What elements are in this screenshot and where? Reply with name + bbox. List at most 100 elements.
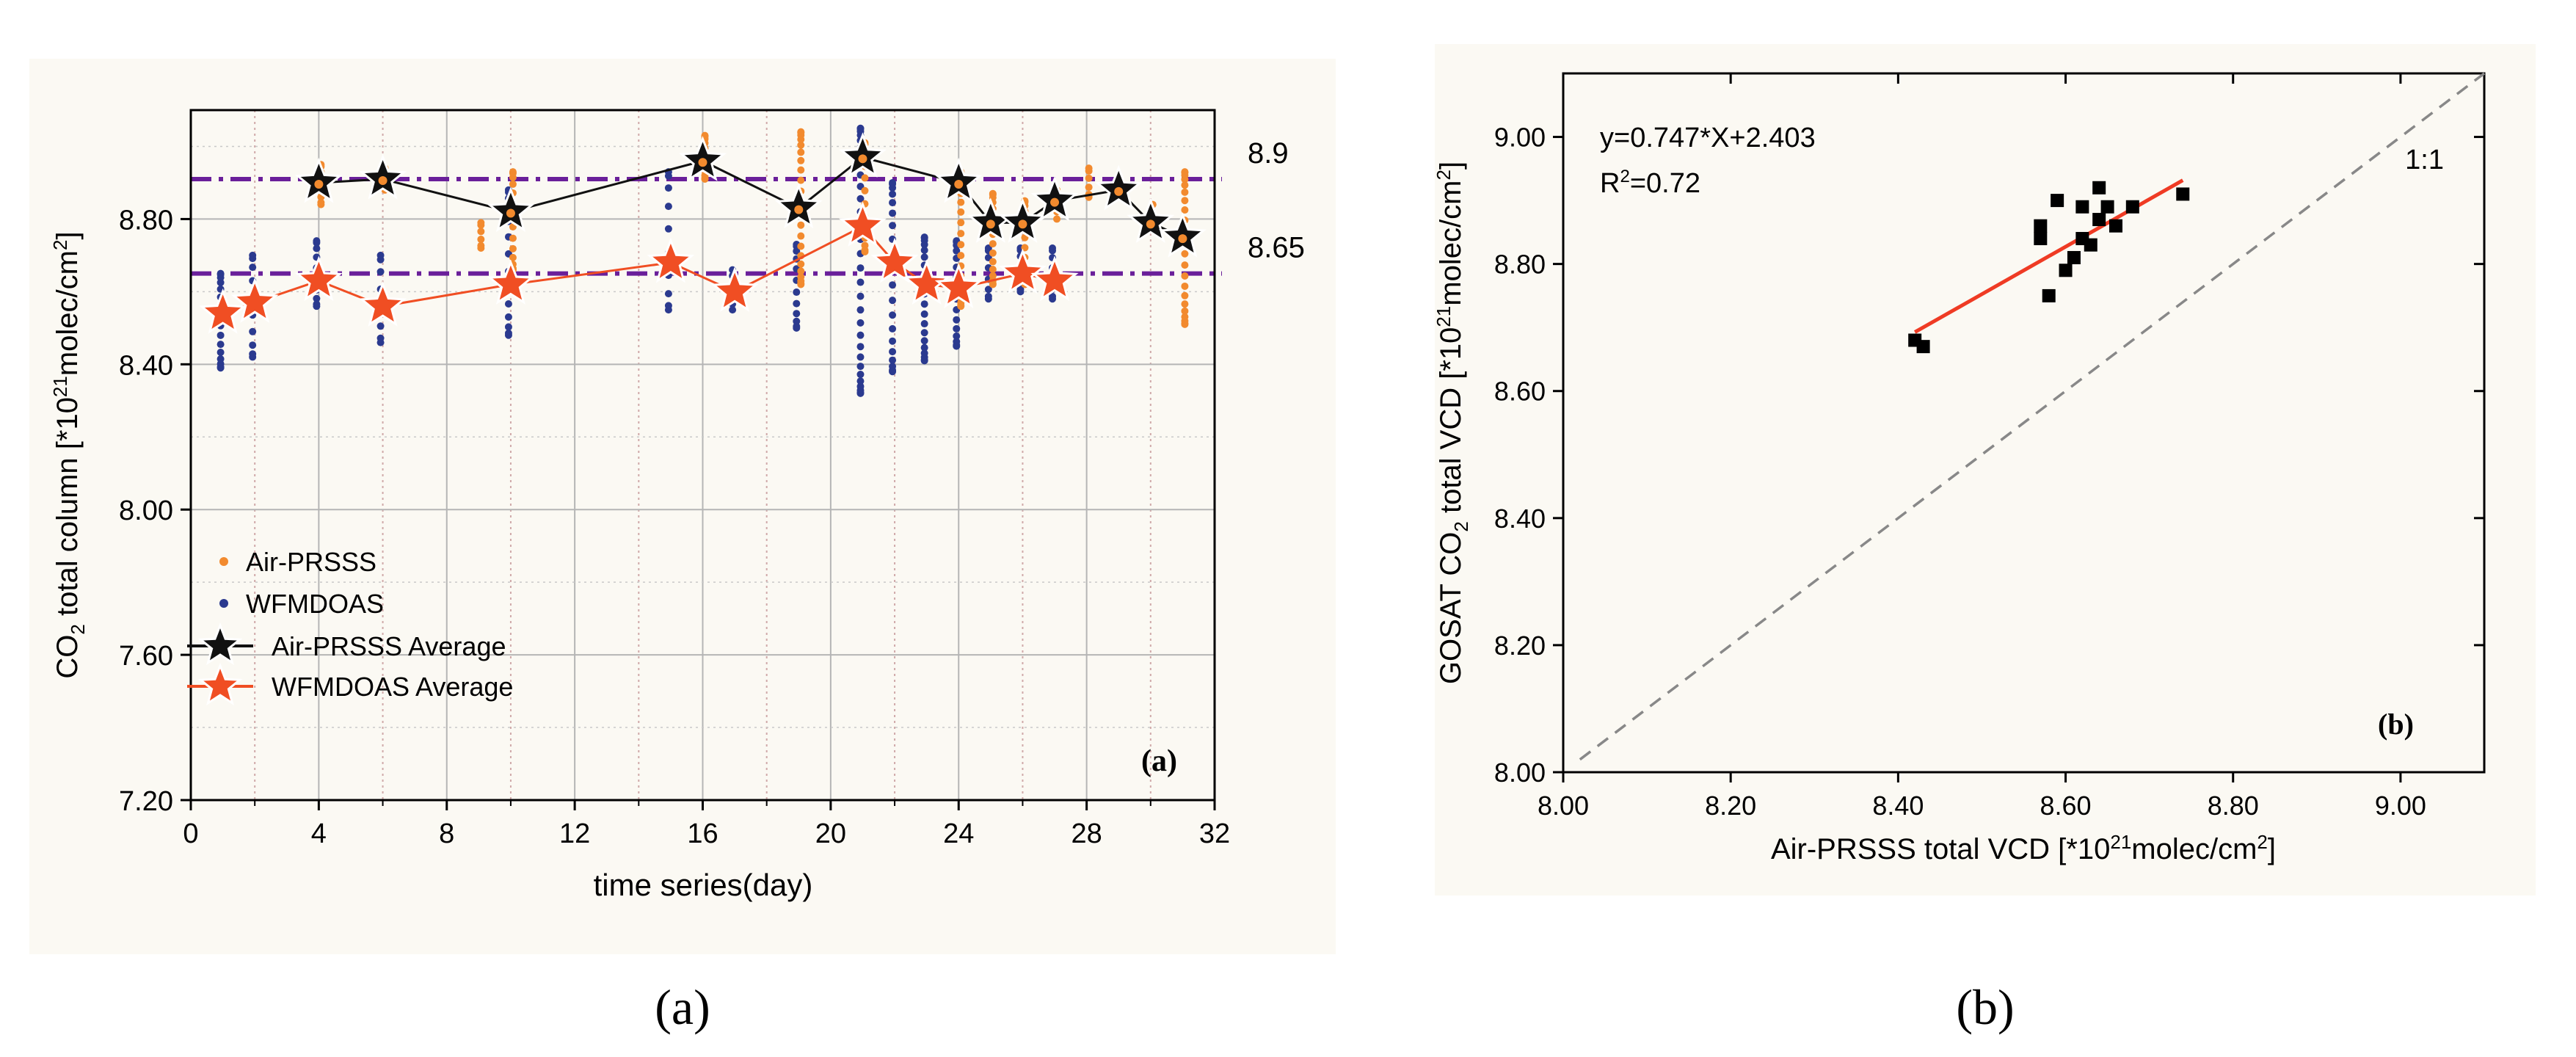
data-point (889, 281, 897, 289)
panel-b-x-label-sup: 21 (2110, 831, 2131, 853)
data-point (861, 241, 869, 250)
panel-b-plot-frame (1562, 72, 2486, 774)
data-point (861, 174, 869, 182)
x-tick-label: 28 (1071, 818, 1102, 849)
panel-b-equation: y=0.747*X+2.403 (1600, 123, 1816, 153)
data-point (920, 310, 928, 318)
wfmdoas-average-star (998, 248, 1047, 294)
air-prsss-average-star-center (794, 205, 804, 214)
data-point (856, 292, 865, 300)
data-point (957, 241, 965, 249)
data-point (793, 299, 801, 308)
panel-a-y-label-pre: CO (51, 635, 84, 679)
data-point (797, 141, 805, 149)
data-point (793, 317, 801, 325)
data-point (889, 199, 897, 207)
panel-a-legend: Air-PRSSS WFMDOAS Air-PRSSS Average WFMDOAS… (187, 547, 513, 706)
caption-b: (b) (1956, 979, 2014, 1035)
data-point (313, 244, 321, 253)
air-prsss-average-star-center (986, 219, 995, 229)
data-point (1181, 168, 1189, 176)
data-point (989, 272, 997, 280)
data-point (477, 236, 485, 244)
data-point (889, 356, 897, 364)
panel-b-x-label-pre: Air-PRSSS total VCD [*10 (1771, 833, 2110, 865)
x-tick-label: 8.20 (1705, 791, 1756, 821)
data-point (249, 327, 257, 335)
data-point (793, 288, 801, 297)
panel-b-r2-post: =0.72 (1630, 168, 1700, 199)
panel-a: 0 4 8 12 16 20 24 28 327.207.608.008.408.80 8.98… (29, 59, 1336, 954)
x-tick-label: 4 (311, 818, 327, 849)
data-point (664, 225, 672, 233)
legend-label: Air-PRSSS Average (272, 631, 506, 661)
data-point (664, 290, 672, 298)
wfmdoas-average-star (487, 259, 535, 305)
air-prsss-average-star-center (954, 179, 964, 189)
data-point (856, 124, 865, 132)
panel-a-y-label-sup2: 2 (49, 240, 71, 250)
y-tick-label: 8.80 (1494, 250, 1546, 280)
legend-marker-wfmdoas (219, 599, 228, 608)
data-point (889, 348, 897, 356)
data-point (989, 258, 997, 266)
panel-b-y-axis-label: GOSAT CO2 total VCD [*1021molec/cm2] (1433, 161, 1472, 684)
data-point (889, 363, 897, 371)
data-point (504, 299, 512, 308)
wfmdoas-average-star (838, 201, 887, 247)
data-point (477, 241, 485, 250)
panel-b: 8.00 8.20 8.40 8.60 8.80 9.00 8.00 8.20 8.40 8.60… (1433, 44, 2536, 896)
panel-a-y-label-sub: 2 (67, 624, 89, 634)
x-tick-label: 9.00 (2375, 791, 2426, 821)
data-point (376, 334, 385, 342)
wfmdoas-average-star (294, 255, 343, 302)
data-point (957, 252, 965, 260)
panel-b-one-to-one-line (1579, 72, 2486, 761)
data-point (504, 313, 512, 321)
panel-b-background (1435, 44, 2536, 896)
wfmdoas-average-star (870, 237, 919, 283)
data-point (856, 331, 865, 339)
data-point (504, 329, 512, 337)
panel-b-inner-label: (b) (2378, 708, 2414, 741)
wfmdoas-average-star (710, 266, 759, 312)
data-point (797, 267, 805, 275)
data-point (376, 322, 385, 330)
data-point (313, 300, 321, 308)
y-tick-label: 7.60 (119, 641, 173, 672)
data-point (920, 300, 928, 308)
data-point (249, 251, 257, 259)
data-point (2176, 187, 2190, 201)
data-point (313, 237, 321, 245)
panel-a-y-label-mid: total column [*10 (51, 397, 84, 624)
data-point (1085, 184, 1093, 192)
data-point (920, 344, 928, 352)
data-point (249, 350, 257, 358)
data-point (2067, 250, 2081, 264)
air-prsss-average-star-center (858, 154, 867, 164)
data-point (313, 294, 321, 302)
data-point (2084, 238, 2097, 252)
data-point (2092, 213, 2106, 227)
data-point (664, 203, 672, 211)
data-point (984, 286, 992, 294)
panel-a-ticks: 0 4 8 12 16 20 24 28 32 7.20 7.60 8.00 8.40 8.80 (119, 205, 1230, 849)
caption-a: (a) (655, 979, 710, 1035)
data-point (856, 371, 865, 379)
data-point (797, 128, 805, 136)
data-point (217, 355, 225, 363)
data-point (2034, 232, 2048, 246)
data-point (889, 297, 897, 305)
data-point (797, 176, 805, 184)
data-point (920, 349, 928, 357)
data-point (957, 230, 965, 238)
panel-b-y-label-mid: total VCD [*10 (1435, 327, 1467, 522)
x-tick-label: 8.00 (1538, 791, 1589, 821)
panel-a-average-stars (199, 132, 1207, 334)
data-point (376, 251, 385, 259)
data-point (1085, 174, 1093, 182)
data-point (1181, 272, 1189, 280)
data-point (989, 249, 997, 257)
panel-a-y-label-end: ] (51, 231, 84, 239)
data-point (217, 341, 225, 349)
